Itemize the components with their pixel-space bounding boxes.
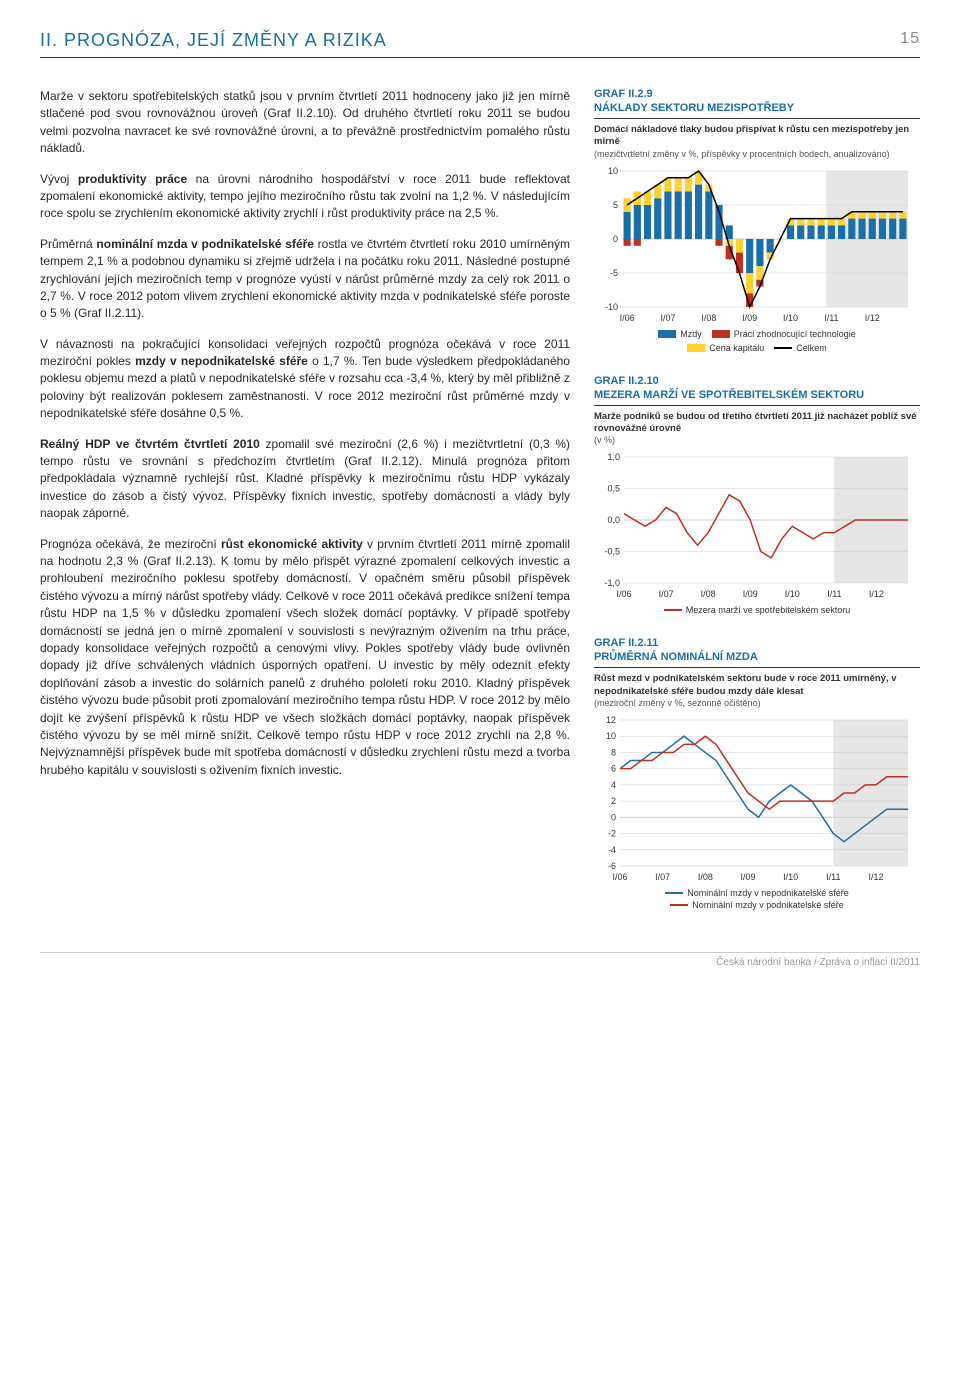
chart-2-container: GRAF II.2.10 MEZERA MARŽÍ VE SPOTŘEBITEL…: [594, 375, 920, 616]
legend-nepodnik: Nominální mzdy v nepodnikatelské sféře: [665, 888, 849, 898]
svg-text:8: 8: [611, 748, 616, 758]
chart-2-title: MEZERA MARŽÍ VE SPOTŘEBITELSKÉM SEKTORU: [594, 389, 920, 406]
svg-text:I/09: I/09: [740, 872, 755, 882]
svg-text:10: 10: [608, 166, 618, 176]
svg-text:I/06: I/06: [616, 589, 631, 599]
chart-1-legend: Mzdy Práci zhodnocující technologie: [594, 329, 920, 339]
chart-3-label: GRAF II.2.11: [594, 637, 920, 649]
svg-text:10: 10: [606, 731, 616, 741]
svg-text:-10: -10: [605, 302, 618, 312]
chart-3-title: PRŮMĚRNÁ NOMINÁLNÍ MZDA: [594, 651, 920, 668]
chart-3-legend: Nominální mzdy v nepodnikatelské sféře N…: [594, 888, 920, 910]
legend-total: Celkem: [774, 343, 827, 353]
svg-text:I/08: I/08: [701, 589, 716, 599]
svg-text:I/06: I/06: [620, 313, 635, 323]
header-title: II. PROGNÓZA, JEJÍ ZMĚNY A RIZIKA: [40, 30, 387, 51]
svg-text:I/10: I/10: [785, 589, 800, 599]
chart-1-caption: Domácí nákladové tlaky budou přispívat k…: [594, 124, 920, 149]
legend-podnik: Nominální mzdy v podnikatelské sféře: [670, 900, 844, 910]
svg-text:0,0: 0,0: [607, 515, 620, 525]
svg-text:I/07: I/07: [660, 313, 675, 323]
svg-text:I/09: I/09: [742, 313, 757, 323]
page-footer: Česká národní banka / Zpráva o inflaci I…: [40, 952, 920, 968]
svg-text:I/08: I/08: [701, 313, 716, 323]
svg-text:I/10: I/10: [783, 313, 798, 323]
svg-text:I/11: I/11: [826, 872, 840, 882]
svg-text:12: 12: [606, 715, 616, 725]
right-column: GRAF II.2.9 NÁKLADY SEKTORU MEZISPOTŘEBY…: [594, 88, 920, 932]
svg-text:2: 2: [611, 796, 616, 806]
svg-text:-5: -5: [610, 268, 618, 278]
legend-mzdy: Mzdy: [658, 329, 702, 339]
chart-1-label: GRAF II.2.9: [594, 88, 920, 100]
svg-text:I/08: I/08: [698, 872, 713, 882]
chart-2-caption: Marže podniků se budou od třetího čtvrtl…: [594, 411, 920, 436]
para-3: Průměrná nominální mzda v podnikatelské …: [40, 236, 570, 323]
left-column: Marže v sektoru spotřebitelských statků …: [40, 88, 570, 932]
chart-3-caption: Růst mezd v podnikatelském sektoru bude …: [594, 673, 920, 698]
para-1: Marže v sektoru spotřebitelských statků …: [40, 88, 570, 158]
page-number: 15: [900, 30, 920, 51]
chart-2-label: GRAF II.2.10: [594, 375, 920, 387]
legend-kapital: Cena kapitálu: [687, 343, 764, 353]
svg-text:-2: -2: [608, 829, 616, 839]
chart-3-svg: -6 -4 -2 0 2 4 6 8 10 12 I/06 I/07 I/08 I/09 I/10 I/11 I…: [594, 714, 914, 884]
svg-text:5: 5: [613, 200, 618, 210]
svg-text:I/07: I/07: [655, 872, 670, 882]
chart-1-container: GRAF II.2.9 NÁKLADY SEKTORU MEZISPOTŘEBY…: [594, 88, 920, 353]
legend-tech: Práci zhodnocující technologie: [712, 329, 856, 339]
svg-text:I/11: I/11: [827, 589, 841, 599]
chart-1-subcaption: (mezičtvrtletní změny v %, příspěvky v p…: [594, 149, 920, 159]
chart-1-svg: -10 -5 0 5 10 I/06 I/07 I/08 I/09 I/10 I/11 I/12: [594, 165, 914, 325]
legend-mezera: Mezera marží ve spotřebitelském sektoru: [664, 605, 851, 615]
svg-text:I/06: I/06: [612, 872, 627, 882]
svg-text:6: 6: [611, 764, 616, 774]
para-4: V návaznosti na pokračující konsolidaci …: [40, 336, 570, 423]
svg-text:I/09: I/09: [743, 589, 758, 599]
svg-text:0: 0: [611, 812, 616, 822]
svg-text:I/12: I/12: [868, 872, 883, 882]
svg-text:4: 4: [611, 780, 616, 790]
para-5: Reálný HDP ve čtvrtém čtvrtletí 2010 zpo…: [40, 436, 570, 523]
page-header: II. PROGNÓZA, JEJÍ ZMĚNY A RIZIKA 15: [40, 30, 920, 58]
svg-text:I/10: I/10: [783, 872, 798, 882]
svg-text:0: 0: [613, 234, 618, 244]
svg-text:-4: -4: [608, 845, 616, 855]
para-6: Prognóza očekává, že meziroční růst ekon…: [40, 536, 570, 779]
chart-3-subcaption: (meziroční změny v %, sezonně očištěno): [594, 698, 920, 708]
svg-text:I/11: I/11: [824, 313, 838, 323]
svg-text:I/12: I/12: [865, 313, 880, 323]
chart-1-legend2: Cena kapitálu Celkem: [594, 343, 920, 353]
svg-text:I/07: I/07: [659, 589, 674, 599]
two-column-layout: Marže v sektoru spotřebitelských statků …: [40, 88, 920, 932]
svg-text:1,0: 1,0: [607, 452, 620, 462]
chart-3-container: GRAF II.2.11 PRŮMĚRNÁ NOMINÁLNÍ MZDA Růs…: [594, 637, 920, 910]
chart-2-legend: Mezera marží ve spotřebitelském sektoru: [594, 605, 920, 615]
svg-text:I/12: I/12: [869, 589, 884, 599]
chart-2-subcaption: (v %): [594, 435, 920, 445]
svg-text:-0,5: -0,5: [604, 547, 620, 557]
svg-text:0,5: 0,5: [607, 484, 620, 494]
chart-1-title: NÁKLADY SEKTORU MEZISPOTŘEBY: [594, 102, 920, 119]
svg-text:-6: -6: [608, 861, 616, 871]
para-2: Vývoj produktivity práce na úrovni národ…: [40, 171, 570, 223]
chart-2-svg: -1,0 -0,5 0,0 0,5 1,0 I/06 I/07 I/08 I/09 I/10 I/1…: [594, 451, 914, 601]
svg-text:-1,0: -1,0: [604, 578, 620, 588]
